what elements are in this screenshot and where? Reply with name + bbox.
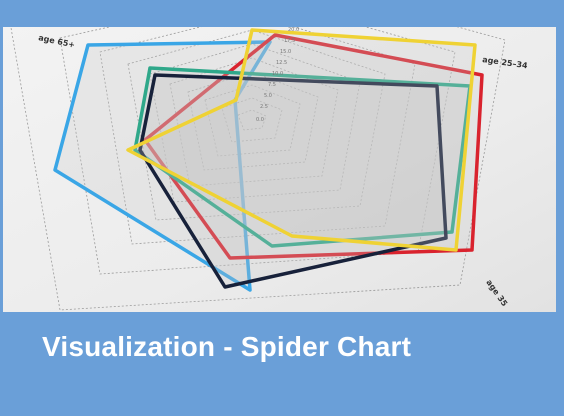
scale-label: 12.5 — [276, 60, 287, 66]
scale-label: 7.5 — [268, 82, 276, 88]
scale-label: 0.0 — [256, 117, 264, 123]
scale-label: 10.0 — [272, 71, 283, 77]
grid — [10, 27, 506, 311]
yellow-shape — [126, 28, 477, 252]
caption: Visualization - Spider Chart — [42, 331, 412, 362]
series-shapes — [53, 28, 484, 292]
spider-photo: age 65+ age 25–34 age 35 0.0 2.5 5.0 7.5… — [3, 27, 556, 312]
scale-label: 17.5 — [284, 38, 295, 44]
scale-label: 15.0 — [280, 49, 291, 55]
scale-label: 5.0 — [264, 93, 272, 99]
photo: age 65+ age 25–34 age 35 0.0 2.5 5.0 7.5… — [3, 27, 556, 312]
black-shape — [138, 73, 448, 289]
scale-label: 20.0 — [288, 27, 299, 33]
scale-label: 2.5 — [260, 104, 268, 110]
green-shape — [133, 66, 472, 248]
